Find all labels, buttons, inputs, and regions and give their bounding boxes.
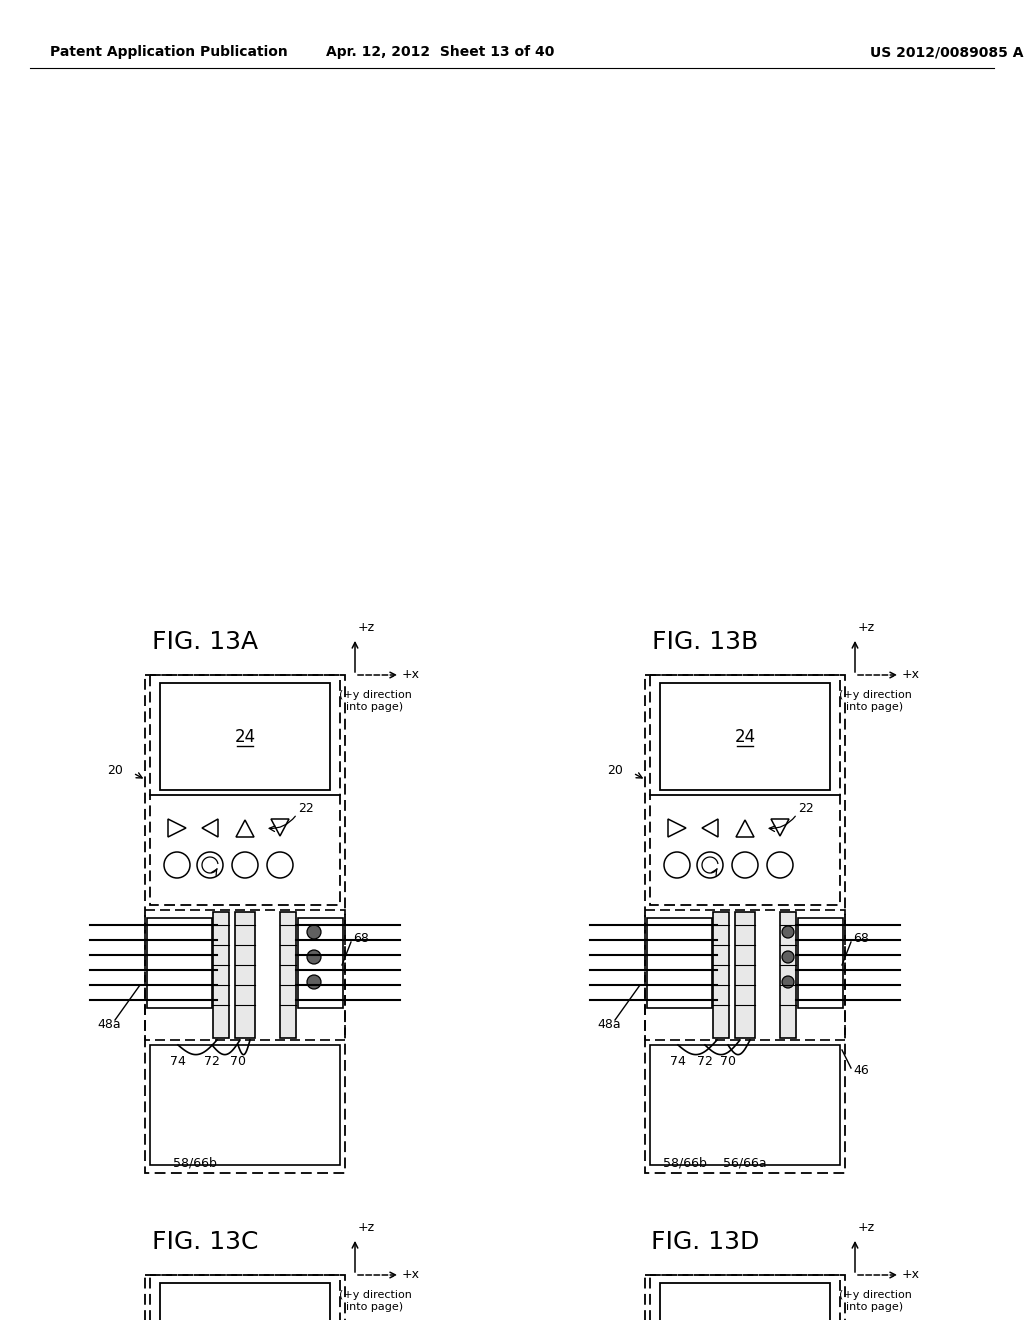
Bar: [213, 912, 229, 1038]
Text: 72: 72: [204, 1055, 220, 1068]
Bar: [150, 675, 340, 906]
Text: Patent Application Publication: Patent Application Publication: [50, 45, 288, 59]
Text: 56/66a: 56/66a: [723, 1158, 767, 1170]
Bar: [150, 1045, 340, 1166]
Text: +x: +x: [402, 668, 420, 681]
Text: (+y direction: (+y direction: [839, 690, 911, 700]
Bar: [650, 675, 840, 906]
Text: 20: 20: [607, 763, 623, 776]
Text: into page): into page): [847, 1302, 903, 1312]
Bar: [160, 1283, 330, 1320]
Bar: [780, 912, 796, 1038]
Bar: [660, 1283, 830, 1320]
Bar: [160, 682, 330, 789]
Circle shape: [782, 975, 794, 987]
Text: 58/66b: 58/66b: [173, 1158, 217, 1170]
Text: 74: 74: [670, 1055, 686, 1068]
Bar: [645, 675, 845, 1173]
Text: 20: 20: [108, 763, 123, 776]
Text: FIG. 13D: FIG. 13D: [651, 1230, 759, 1254]
Text: (+y direction: (+y direction: [339, 690, 412, 700]
Text: (+y direction: (+y direction: [339, 1290, 412, 1300]
Bar: [735, 912, 755, 1038]
Text: (+y direction: (+y direction: [839, 1290, 911, 1300]
Text: 46: 46: [853, 1064, 868, 1077]
Bar: [147, 917, 212, 1008]
Text: 68: 68: [853, 932, 869, 945]
Bar: [798, 917, 843, 1008]
Text: +z: +z: [358, 1221, 375, 1234]
Circle shape: [307, 950, 321, 964]
Bar: [280, 912, 296, 1038]
Bar: [645, 909, 845, 1040]
Bar: [145, 1275, 345, 1320]
Circle shape: [782, 950, 794, 964]
Text: 22: 22: [798, 801, 814, 814]
Bar: [650, 1045, 840, 1166]
Text: 70: 70: [230, 1055, 246, 1068]
Text: 74: 74: [170, 1055, 186, 1068]
Bar: [713, 912, 729, 1038]
Text: into page): into page): [346, 1302, 403, 1312]
Text: +z: +z: [358, 620, 375, 634]
Bar: [647, 917, 712, 1008]
Text: +z: +z: [858, 1221, 876, 1234]
Text: FIG. 13B: FIG. 13B: [652, 630, 758, 653]
Bar: [298, 917, 343, 1008]
Bar: [645, 1275, 845, 1320]
Text: into page): into page): [346, 702, 403, 711]
Text: +x: +x: [902, 668, 920, 681]
Text: +x: +x: [902, 1269, 920, 1282]
Circle shape: [307, 925, 321, 939]
Text: 72: 72: [697, 1055, 713, 1068]
Text: FIG. 13C: FIG. 13C: [152, 1230, 258, 1254]
Text: 58/66b: 58/66b: [664, 1158, 707, 1170]
Bar: [234, 912, 255, 1038]
Text: into page): into page): [847, 702, 903, 711]
Text: Apr. 12, 2012  Sheet 13 of 40: Apr. 12, 2012 Sheet 13 of 40: [326, 45, 554, 59]
Text: 24: 24: [234, 727, 256, 746]
Bar: [650, 1275, 840, 1320]
Bar: [150, 1275, 340, 1320]
Circle shape: [307, 975, 321, 989]
Text: 22: 22: [298, 801, 313, 814]
Text: 70: 70: [720, 1055, 736, 1068]
Bar: [145, 909, 345, 1040]
Text: 48a: 48a: [97, 1019, 121, 1031]
Text: 24: 24: [734, 727, 756, 746]
Text: 68: 68: [353, 932, 369, 945]
Circle shape: [782, 927, 794, 939]
Text: 48a: 48a: [597, 1019, 621, 1031]
Text: +x: +x: [402, 1269, 420, 1282]
Text: US 2012/0089085 A1: US 2012/0089085 A1: [870, 45, 1024, 59]
Text: +z: +z: [858, 620, 876, 634]
Text: FIG. 13A: FIG. 13A: [152, 630, 258, 653]
Bar: [145, 675, 345, 1173]
Bar: [660, 682, 830, 789]
